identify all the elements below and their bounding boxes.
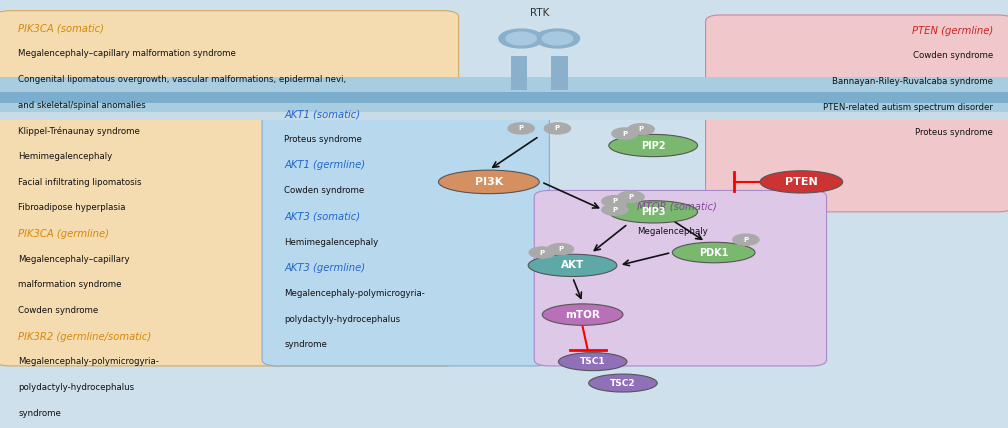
Text: P: P xyxy=(554,125,560,131)
Text: AKT1 (germline): AKT1 (germline) xyxy=(284,160,365,170)
Text: P: P xyxy=(557,246,563,252)
Text: Congenital lipomatous overgrowth, vascular malformations, epidermal nevi,: Congenital lipomatous overgrowth, vascul… xyxy=(18,75,347,84)
Text: Proteus syndrome: Proteus syndrome xyxy=(915,128,993,137)
Circle shape xyxy=(612,128,638,139)
Text: TSC1: TSC1 xyxy=(580,357,606,366)
Text: AKT1 (somatic): AKT1 (somatic) xyxy=(284,109,361,119)
FancyBboxPatch shape xyxy=(0,112,1008,120)
Text: Proteus syndrome: Proteus syndrome xyxy=(284,135,362,144)
Text: Hemimegalencephaly: Hemimegalencephaly xyxy=(284,238,379,247)
Text: PIK3CA (somatic): PIK3CA (somatic) xyxy=(18,24,104,33)
Circle shape xyxy=(506,32,536,45)
Text: Klippel-Trénaunay syndrome: Klippel-Trénaunay syndrome xyxy=(18,126,140,136)
Text: Megalencephaly: Megalencephaly xyxy=(637,227,708,236)
FancyBboxPatch shape xyxy=(262,98,549,366)
Text: Megalencephaly–capillary: Megalencephaly–capillary xyxy=(18,255,130,264)
FancyBboxPatch shape xyxy=(511,56,527,90)
Ellipse shape xyxy=(609,201,698,223)
FancyBboxPatch shape xyxy=(0,92,1008,103)
Text: PTEN (germline): PTEN (germline) xyxy=(911,26,993,36)
Text: P: P xyxy=(518,125,524,131)
Circle shape xyxy=(628,124,654,135)
Text: P: P xyxy=(638,126,644,132)
Ellipse shape xyxy=(438,170,539,194)
FancyBboxPatch shape xyxy=(0,77,1008,120)
Text: P: P xyxy=(743,237,749,243)
Ellipse shape xyxy=(558,353,627,371)
Text: AKT: AKT xyxy=(560,260,585,270)
Ellipse shape xyxy=(760,171,843,193)
Ellipse shape xyxy=(609,134,698,157)
Circle shape xyxy=(602,204,628,215)
Text: Megalencephaly-polymicrogyria-: Megalencephaly-polymicrogyria- xyxy=(18,357,159,366)
FancyBboxPatch shape xyxy=(0,11,459,366)
Text: TSC2: TSC2 xyxy=(610,378,636,388)
Circle shape xyxy=(535,29,580,48)
Text: Cowden syndrome: Cowden syndrome xyxy=(912,51,993,60)
Ellipse shape xyxy=(589,374,657,392)
Text: P: P xyxy=(612,198,618,204)
Text: syndrome: syndrome xyxy=(284,340,328,349)
Text: PIP2: PIP2 xyxy=(641,140,665,151)
Text: mTOR: mTOR xyxy=(565,309,600,320)
Ellipse shape xyxy=(542,304,623,325)
Text: Megalencephaly–capillary malformation syndrome: Megalencephaly–capillary malformation sy… xyxy=(18,49,236,58)
Circle shape xyxy=(618,191,644,202)
Text: PIK3CA (germline): PIK3CA (germline) xyxy=(18,229,109,239)
Text: Cowden syndrome: Cowden syndrome xyxy=(284,186,365,195)
Circle shape xyxy=(529,247,555,258)
Text: P: P xyxy=(622,131,628,137)
Text: P: P xyxy=(612,207,618,213)
Text: polydactyly-hydrocephalus: polydactyly-hydrocephalus xyxy=(18,383,134,392)
Text: Cowden syndrome: Cowden syndrome xyxy=(18,306,99,315)
Circle shape xyxy=(499,29,543,48)
Text: PTEN: PTEN xyxy=(785,177,817,187)
FancyBboxPatch shape xyxy=(551,56,568,90)
Text: syndrome: syndrome xyxy=(18,409,61,418)
Text: malformation syndrome: malformation syndrome xyxy=(18,280,122,289)
Text: PDK1: PDK1 xyxy=(699,247,729,258)
Text: Megalencephaly-polymicrogyria-: Megalencephaly-polymicrogyria- xyxy=(284,289,425,298)
Circle shape xyxy=(602,196,628,207)
Text: P: P xyxy=(539,250,545,256)
Circle shape xyxy=(542,32,573,45)
Text: Hemimegalencephaly: Hemimegalencephaly xyxy=(18,152,113,161)
Text: RTK: RTK xyxy=(529,8,549,18)
Ellipse shape xyxy=(672,242,755,263)
Circle shape xyxy=(733,234,759,245)
Ellipse shape xyxy=(528,254,617,276)
Text: Fibroadipose hyperplasia: Fibroadipose hyperplasia xyxy=(18,203,126,212)
Text: and skeletal/spinal anomalies: and skeletal/spinal anomalies xyxy=(18,101,146,110)
Text: AKT3 (germline): AKT3 (germline) xyxy=(284,263,365,273)
Text: Facial infiltrating lipomatosis: Facial infiltrating lipomatosis xyxy=(18,178,142,187)
Text: PIK3R2 (germline/somatic): PIK3R2 (germline/somatic) xyxy=(18,332,151,342)
Text: polydactyly-hydrocephalus: polydactyly-hydrocephalus xyxy=(284,315,400,324)
Text: Bannayan-Riley-Ruvalcaba syndrome: Bannayan-Riley-Ruvalcaba syndrome xyxy=(832,77,993,86)
Text: PTEN-related autism spectrum disorder: PTEN-related autism spectrum disorder xyxy=(823,103,993,112)
FancyBboxPatch shape xyxy=(706,15,1008,212)
Circle shape xyxy=(547,244,574,255)
Circle shape xyxy=(508,123,534,134)
FancyBboxPatch shape xyxy=(534,190,827,366)
Text: MTOR (somatic): MTOR (somatic) xyxy=(637,201,717,211)
Text: PI3K: PI3K xyxy=(475,177,503,187)
Text: P: P xyxy=(628,194,634,200)
Text: PIP3: PIP3 xyxy=(641,207,665,217)
Text: AKT3 (somatic): AKT3 (somatic) xyxy=(284,212,361,222)
Circle shape xyxy=(544,123,571,134)
